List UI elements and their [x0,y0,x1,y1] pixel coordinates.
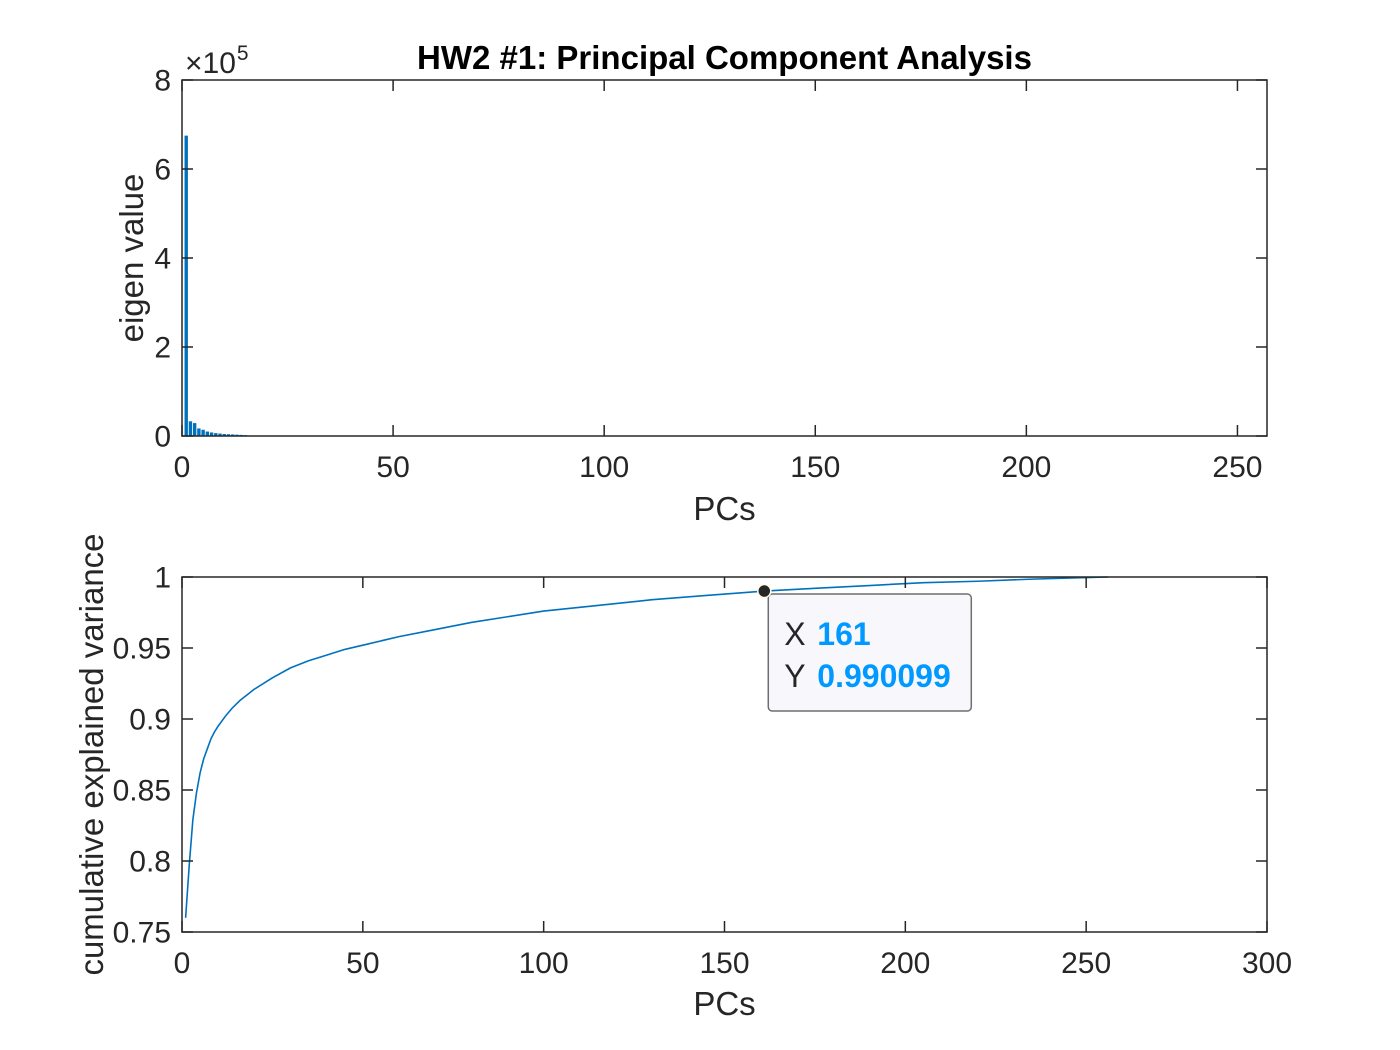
y-axis-multiplier: ×105 [185,42,249,80]
eigenvalue-bar[interactable] [205,431,210,436]
x-tick-label: 150 [790,451,840,484]
eigenvalue-bar[interactable] [192,423,197,436]
eigenvalue-bar[interactable] [209,432,214,436]
data-tip-x-label: X [784,616,805,652]
eigenvalue-bar[interactable] [197,428,201,436]
eigenvalue-plot-area[interactable] [182,80,1267,436]
x-axis-label-top: PCs [693,490,755,527]
eigenvalue-axes-box [181,79,1268,437]
data-tip-box [767,593,973,712]
y-tick-label: 0.75 [113,917,171,950]
y-tick-label: 1 [154,562,171,595]
x-tick-label: 50 [376,451,409,484]
y-axis-multiplier-base: ×10 [185,47,236,80]
eigenvalue-bar[interactable] [230,434,235,436]
eigenvalue-bar[interactable] [188,421,193,436]
x-tick-label: 300 [1242,947,1292,980]
x-tick-label: 100 [519,947,569,980]
y-tick-label: 0 [154,421,171,454]
y-axis-label-bottom: cumulative explained variance [73,533,110,975]
cumulative-variance-axes-box [181,576,1268,933]
cumulative-variance-plot-area[interactable] [182,577,1267,932]
y-tick-label: 0.9 [129,704,171,737]
x-tick-label: 50 [346,947,379,980]
y-tick-label: 0.85 [113,775,171,808]
data-tip[interactable]: X 161 Y 0.990099 [757,583,973,712]
y-tick-label: 2 [154,332,171,365]
x-axis-label-bottom: PCs [693,985,755,1022]
x-tick-label: 250 [1061,947,1111,980]
x-tick-label: 200 [1001,451,1051,484]
chart-title: HW2 #1: Principal Component Analysis [417,39,1032,76]
y-tick-label: 0.95 [113,633,171,666]
data-tip-y-value: 0.990099 [817,658,950,694]
x-tick-label: 250 [1212,451,1262,484]
eigenvalue-axes[interactable]: 0 50 100 150 200 250 0 2 4 6 8 [154,65,1268,485]
data-tip-marker[interactable] [757,583,772,599]
x-tick-label: 0 [174,451,191,484]
eigenvalue-bar[interactable] [218,433,222,436]
data-tip-y-label: Y [784,658,805,694]
y-tick-label: 8 [154,65,171,98]
eigenvalue-bar[interactable] [226,434,231,436]
cumulative-variance-axes[interactable]: 0 50 100 150 200 250 300 0.75 0.8 0.85 0.9 0.95 1 [113,562,1292,981]
y-axis-multiplier-exponent: 5 [237,42,249,65]
y-tick-label: 0.8 [129,846,171,879]
y-axis-label-top: eigen value [113,174,150,343]
x-tick-label: 200 [880,947,930,980]
x-tick-label: 150 [699,947,749,980]
x-tick-label: 0 [174,947,191,980]
eigenvalue-bar[interactable] [214,433,218,436]
cumulative-variance-line[interactable] [184,576,1108,918]
data-tip-x-value: 161 [817,616,870,652]
eigenvalue-bar[interactable] [222,434,226,436]
y-tick-label: 4 [154,243,171,276]
eigenvalue-bar[interactable] [184,135,188,437]
y-tick-label: 6 [154,154,171,187]
eigenvalue-bar[interactable] [201,429,205,436]
x-tick-label: 100 [579,451,629,484]
